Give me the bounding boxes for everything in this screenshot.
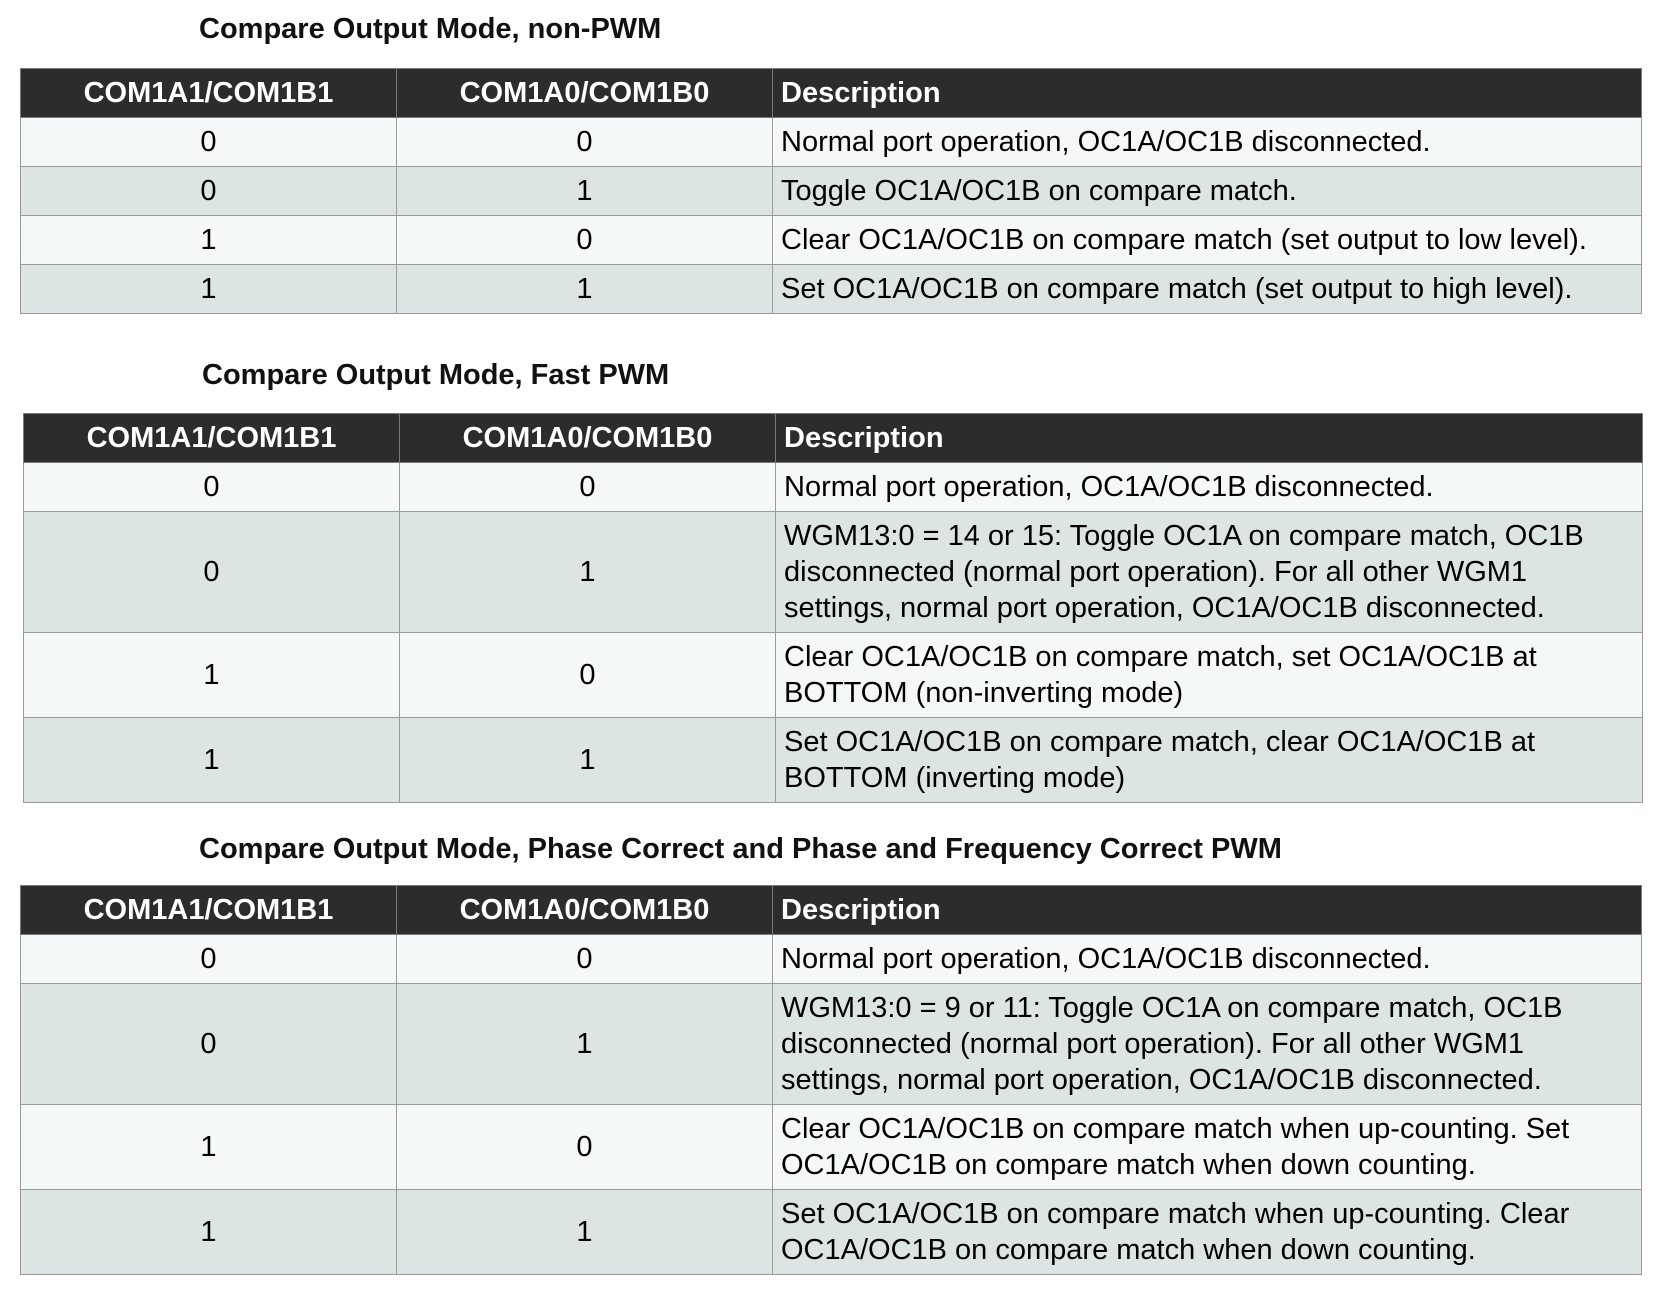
section-title-phase-correct-pwm: Compare Output Mode, Phase Correct and P… bbox=[199, 833, 1282, 865]
cell-com1a0: 1 bbox=[396, 983, 773, 1105]
table-header-row: COM1A1/COM1B1 COM1A0/COM1B0 Description bbox=[20, 885, 1642, 935]
table-header-row: COM1A1/COM1B1 COM1A0/COM1B0 Description bbox=[20, 68, 1642, 118]
compare-output-table-non-pwm: COM1A1/COM1B1 COM1A0/COM1B0 Description … bbox=[20, 68, 1642, 314]
table-row: 0 0 Normal port operation, OC1A/OC1B dis… bbox=[20, 934, 1642, 984]
header-com1a0-com1b0: COM1A0/COM1B0 bbox=[396, 885, 773, 935]
section-title-non-pwm: Compare Output Mode, non-PWM bbox=[199, 13, 662, 45]
cell-description: Set OC1A/OC1B on compare match when up-c… bbox=[772, 1189, 1642, 1275]
cell-com1a1: 0 bbox=[20, 983, 397, 1105]
cell-com1a1: 0 bbox=[23, 511, 400, 633]
description-line: Normal port operation, OC1A/OC1B disconn… bbox=[781, 126, 1431, 158]
cell-com1a0: 1 bbox=[396, 166, 773, 216]
table-row: 1 1 Set OC1A/OC1B on compare match (set … bbox=[20, 264, 1642, 314]
cell-description: Normal port operation, OC1A/OC1B disconn… bbox=[772, 934, 1642, 984]
description-line: BOTTOM (inverting mode) bbox=[784, 762, 1126, 794]
cell-description: Normal port operation, OC1A/OC1B disconn… bbox=[772, 117, 1642, 167]
cell-com1a1: 1 bbox=[20, 215, 397, 265]
description-line: WGM13:0 = 14 or 15: Toggle OC1A on compa… bbox=[784, 520, 1584, 552]
compare-output-table-phase-correct-pwm: COM1A1/COM1B1 COM1A0/COM1B0 Description … bbox=[20, 885, 1642, 1275]
cell-com1a1: 1 bbox=[20, 1104, 397, 1190]
cell-com1a0: 1 bbox=[399, 717, 776, 803]
header-description: Description bbox=[775, 413, 1643, 463]
cell-com1a0: 1 bbox=[396, 1189, 773, 1275]
description-line: settings, normal port operation, OC1A/OC… bbox=[781, 1064, 1542, 1096]
cell-com1a0: 0 bbox=[396, 215, 773, 265]
description-line: Set OC1A/OC1B on compare match (set outp… bbox=[781, 273, 1573, 305]
description-line: Clear OC1A/OC1B on compare match, set OC… bbox=[784, 641, 1537, 673]
cell-com1a1: 0 bbox=[20, 166, 397, 216]
cell-description: Clear OC1A/OC1B on compare match when up… bbox=[772, 1104, 1642, 1190]
cell-com1a1: 0 bbox=[20, 117, 397, 167]
cell-com1a0: 1 bbox=[396, 264, 773, 314]
description-line: Clear OC1A/OC1B on compare match (set ou… bbox=[781, 224, 1587, 256]
header-com1a1-com1b1: COM1A1/COM1B1 bbox=[20, 885, 397, 935]
cell-description: Clear OC1A/OC1B on compare match (set ou… bbox=[772, 215, 1642, 265]
cell-description: Set OC1A/OC1B on compare match (set outp… bbox=[772, 264, 1642, 314]
cell-com1a1: 1 bbox=[23, 632, 400, 718]
table-row: 1 0 Clear OC1A/OC1B on compare match (se… bbox=[20, 215, 1642, 265]
description-line: Normal port operation, OC1A/OC1B disconn… bbox=[781, 943, 1431, 975]
cell-description: Set OC1A/OC1B on compare match, clear OC… bbox=[775, 717, 1643, 803]
table-row: 1 1 Set OC1A/OC1B on compare match when … bbox=[20, 1189, 1642, 1275]
header-com1a0-com1b0: COM1A0/COM1B0 bbox=[396, 68, 773, 118]
description-line: BOTTOM (non-inverting mode) bbox=[784, 677, 1184, 709]
description-line: WGM13:0 = 9 or 11: Toggle OC1A on compar… bbox=[781, 992, 1563, 1024]
cell-com1a0: 0 bbox=[396, 934, 773, 984]
table-row: 1 0 Clear OC1A/OC1B on compare match whe… bbox=[20, 1104, 1642, 1190]
table-row: 0 1 WGM13:0 = 9 or 11: Toggle OC1A on co… bbox=[20, 983, 1642, 1105]
header-description: Description bbox=[772, 68, 1642, 118]
header-com1a1-com1b1: COM1A1/COM1B1 bbox=[20, 68, 397, 118]
table-row: 0 1 Toggle OC1A/OC1B on compare match. bbox=[20, 166, 1642, 216]
section-title-fast-pwm: Compare Output Mode, Fast PWM bbox=[202, 359, 670, 391]
cell-com1a0: 0 bbox=[399, 462, 776, 512]
table-row: 0 1 WGM13:0 = 14 or 15: Toggle OC1A on c… bbox=[23, 511, 1643, 633]
description-line: disconnected (normal port operation). Fo… bbox=[781, 1028, 1525, 1060]
description-line: settings, normal port operation, OC1A/OC… bbox=[784, 592, 1545, 624]
description-line: Clear OC1A/OC1B on compare match when up… bbox=[781, 1113, 1570, 1145]
description-line: OC1A/OC1B on compare match when down cou… bbox=[781, 1149, 1476, 1181]
cell-description: WGM13:0 = 9 or 11: Toggle OC1A on compar… bbox=[772, 983, 1642, 1105]
cell-com1a0: 0 bbox=[399, 632, 776, 718]
description-line: Normal port operation, OC1A/OC1B disconn… bbox=[784, 471, 1434, 503]
cell-description: Toggle OC1A/OC1B on compare match. bbox=[772, 166, 1642, 216]
description-line: Set OC1A/OC1B on compare match when up-c… bbox=[781, 1198, 1570, 1230]
cell-com1a1: 1 bbox=[20, 1189, 397, 1275]
table-row: 1 1 Set OC1A/OC1B on compare match, clea… bbox=[23, 717, 1643, 803]
table-header-row: COM1A1/COM1B1 COM1A0/COM1B0 Description bbox=[23, 413, 1643, 463]
cell-com1a1: 0 bbox=[20, 934, 397, 984]
cell-com1a0: 0 bbox=[396, 117, 773, 167]
cell-com1a1: 1 bbox=[20, 264, 397, 314]
cell-description: WGM13:0 = 14 or 15: Toggle OC1A on compa… bbox=[775, 511, 1643, 633]
cell-com1a0: 0 bbox=[396, 1104, 773, 1190]
compare-output-table-fast-pwm: COM1A1/COM1B1 COM1A0/COM1B0 Description … bbox=[23, 413, 1643, 803]
table-row: 1 0 Clear OC1A/OC1B on compare match, se… bbox=[23, 632, 1643, 718]
cell-com1a1: 0 bbox=[23, 462, 400, 512]
cell-description: Clear OC1A/OC1B on compare match, set OC… bbox=[775, 632, 1643, 718]
table-row: 0 0 Normal port operation, OC1A/OC1B dis… bbox=[20, 117, 1642, 167]
cell-description: Normal port operation, OC1A/OC1B disconn… bbox=[775, 462, 1643, 512]
header-com1a1-com1b1: COM1A1/COM1B1 bbox=[23, 413, 400, 463]
description-line: Set OC1A/OC1B on compare match, clear OC… bbox=[784, 726, 1536, 758]
cell-com1a0: 1 bbox=[399, 511, 776, 633]
description-line: Toggle OC1A/OC1B on compare match. bbox=[781, 175, 1297, 207]
description-line: disconnected (normal port operation). Fo… bbox=[784, 556, 1528, 588]
table-row: 0 0 Normal port operation, OC1A/OC1B dis… bbox=[23, 462, 1643, 512]
description-line: OC1A/OC1B on compare match when down cou… bbox=[781, 1234, 1476, 1266]
header-com1a0-com1b0: COM1A0/COM1B0 bbox=[399, 413, 776, 463]
cell-com1a1: 1 bbox=[23, 717, 400, 803]
header-description: Description bbox=[772, 885, 1642, 935]
